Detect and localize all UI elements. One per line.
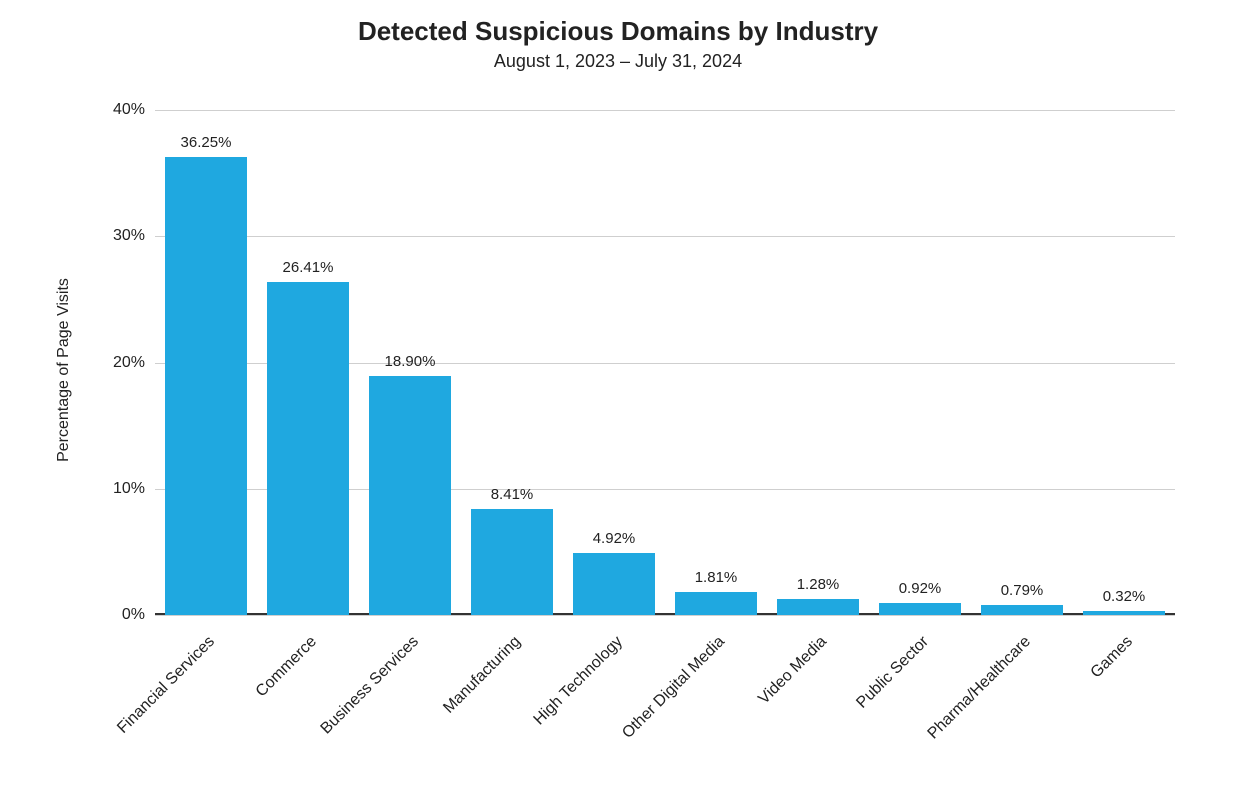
- x-tick-label: Business Services: [318, 633, 423, 738]
- bar: 0.32%: [1083, 611, 1165, 615]
- x-tick-label: Financial Services: [114, 633, 219, 738]
- grid-line: [155, 236, 1175, 237]
- bar: 1.81%: [675, 592, 757, 615]
- bar-value-label: 0.79%: [1001, 582, 1044, 599]
- bar-value-label: 1.81%: [695, 569, 738, 586]
- bar: 18.90%: [369, 376, 451, 615]
- title-block: Detected Suspicious Domains by Industry …: [0, 16, 1236, 72]
- bar: 4.92%: [573, 553, 655, 615]
- bar-value-label: 36.25%: [181, 134, 232, 151]
- plot-area: 0%10%20%30%40%36.25%Financial Services26…: [155, 110, 1175, 615]
- bar-value-label: 18.90%: [385, 353, 436, 370]
- bar-value-label: 0.32%: [1103, 588, 1146, 605]
- x-tick-label: Public Sector: [853, 633, 932, 712]
- chart-title: Detected Suspicious Domains by Industry: [0, 16, 1236, 47]
- y-tick-label: 30%: [113, 227, 155, 245]
- x-tick-label: Pharma/Healthcare: [925, 633, 1035, 743]
- x-tick-label: Other Digital Media: [619, 633, 729, 743]
- y-axis-title: Percentage of Page Visits: [55, 278, 73, 462]
- bar-value-label: 4.92%: [593, 530, 636, 547]
- bar: 26.41%: [267, 282, 349, 615]
- bar: 0.79%: [981, 605, 1063, 615]
- bar: 36.25%: [165, 157, 247, 615]
- y-tick-label: 10%: [113, 480, 155, 498]
- x-tick-label: Video Media: [755, 633, 830, 708]
- grid-line: [155, 110, 1175, 111]
- x-tick-label: Commerce: [253, 633, 321, 701]
- grid-line: [155, 615, 1175, 616]
- bar-value-label: 1.28%: [797, 576, 840, 593]
- y-tick-label: 20%: [113, 354, 155, 372]
- x-tick-label: Games: [1088, 633, 1137, 682]
- bar-value-label: 26.41%: [283, 259, 334, 276]
- chart-subtitle: August 1, 2023 – July 31, 2024: [0, 51, 1236, 72]
- chart-root: Detected Suspicious Domains by Industry …: [0, 0, 1236, 810]
- bar-value-label: 8.41%: [491, 486, 534, 503]
- bar: 0.92%: [879, 603, 961, 615]
- bar: 1.28%: [777, 599, 859, 615]
- x-tick-label: Manufacturing: [440, 633, 524, 717]
- x-tick-label: High Technology: [531, 633, 627, 729]
- y-tick-label: 40%: [113, 101, 155, 119]
- y-tick-label: 0%: [122, 606, 155, 624]
- bar-value-label: 0.92%: [899, 580, 942, 597]
- bar: 8.41%: [471, 509, 553, 615]
